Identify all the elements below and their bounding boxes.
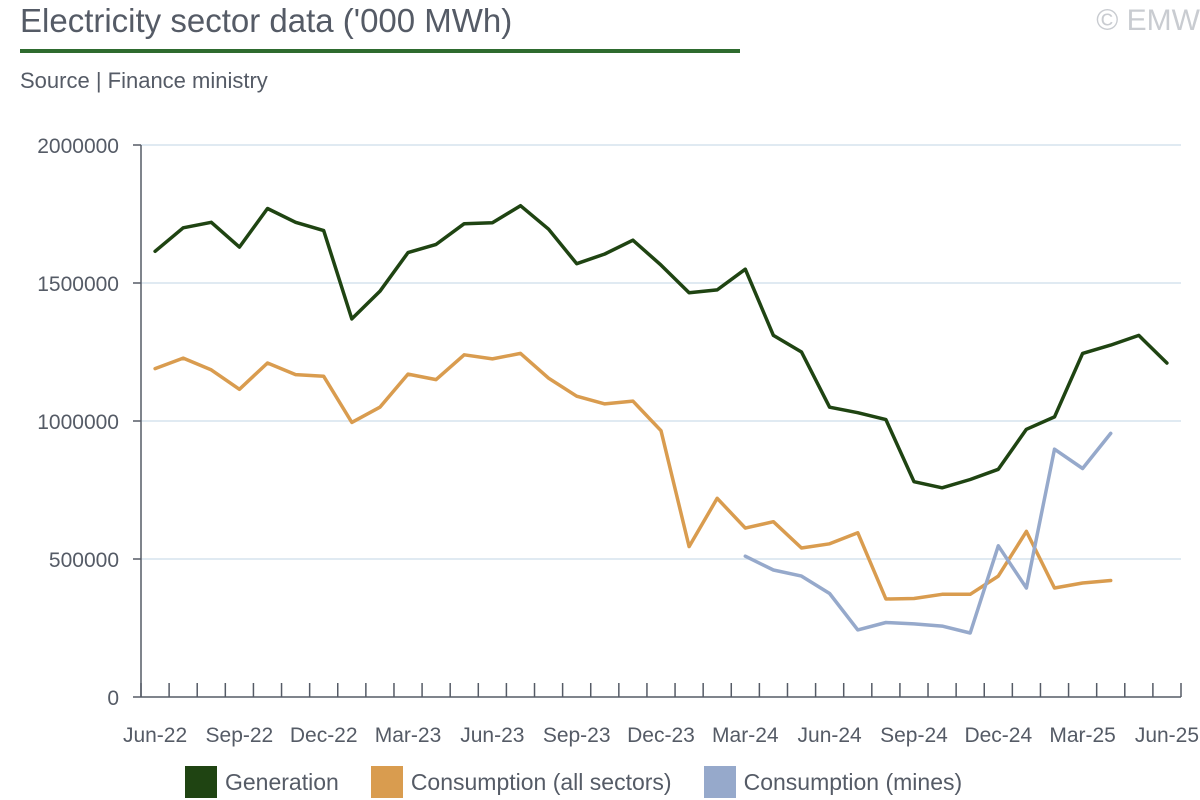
series-lines [153, 203, 1169, 635]
x-tick-label-12: Jun-25 [1135, 724, 1199, 747]
x-tick-label-8: Jun-24 [798, 724, 863, 747]
legend-label-consumption-mines: Consumption (mines) [743, 768, 963, 795]
x-tick-label-9: Sep-24 [880, 724, 948, 747]
legend-label-generation: Generation [225, 768, 339, 795]
legend-item-generation: Generation [185, 766, 339, 798]
x-tick-label-1: Sep-22 [206, 724, 274, 747]
grid-lines [141, 144, 1181, 560]
x-tick-label-11: Mar-25 [1049, 724, 1116, 747]
legend-item-consumption-all: Consumption (all sectors) [370, 766, 672, 798]
y-tick-label-2: 1000000 [37, 411, 119, 434]
chart-title: Electricity sector data ('000 MWh) [20, 2, 513, 39]
y-tick-label-4: 2000000 [37, 135, 119, 158]
x-tick-label-0: Jun-22 [123, 724, 187, 747]
y-tick-label-0: 0 [107, 687, 119, 710]
x-tick-label-2: Dec-22 [290, 724, 358, 747]
legend-swatch-generation [185, 766, 217, 798]
title-underline [20, 49, 740, 53]
chart-subtitle: Source | Finance ministry [20, 68, 268, 93]
x-tick-label-7: Mar-24 [712, 724, 779, 747]
x-tick-label-4: Jun-23 [460, 724, 524, 747]
series-line-consumption-mines [743, 431, 1113, 635]
axes [133, 144, 1182, 698]
copyright-label: © EMW [1096, 4, 1200, 37]
legend-swatch-consumption-all [370, 766, 403, 798]
legend-item-consumption-mines: Consumption (mines) [703, 766, 963, 798]
line-chart: 0 500000 1000000 1500000 2000000 Jun-22 Sep-22… [37, 135, 1199, 747]
legend: Generation Consumption (all sectors) Con… [185, 766, 994, 798]
legend-swatch-consumption-mines [703, 766, 736, 798]
tick-labels: 0 500000 1000000 1500000 2000000 Jun-22 Sep-22… [37, 135, 1199, 747]
x-tick-label-10: Dec-24 [964, 724, 1032, 747]
y-tick-label-1: 500000 [49, 549, 119, 572]
x-tick-label-3: Mar-23 [375, 724, 442, 747]
series-line-generation [153, 203, 1169, 490]
series-line-consumption-all-sectors [153, 351, 1113, 601]
y-tick-label-3: 1500000 [37, 273, 119, 296]
x-tick-label-5: Sep-23 [543, 724, 611, 747]
legend-label-consumption-all: Consumption (all sectors) [410, 768, 672, 795]
x-tick-label-6: Dec-23 [627, 724, 695, 747]
